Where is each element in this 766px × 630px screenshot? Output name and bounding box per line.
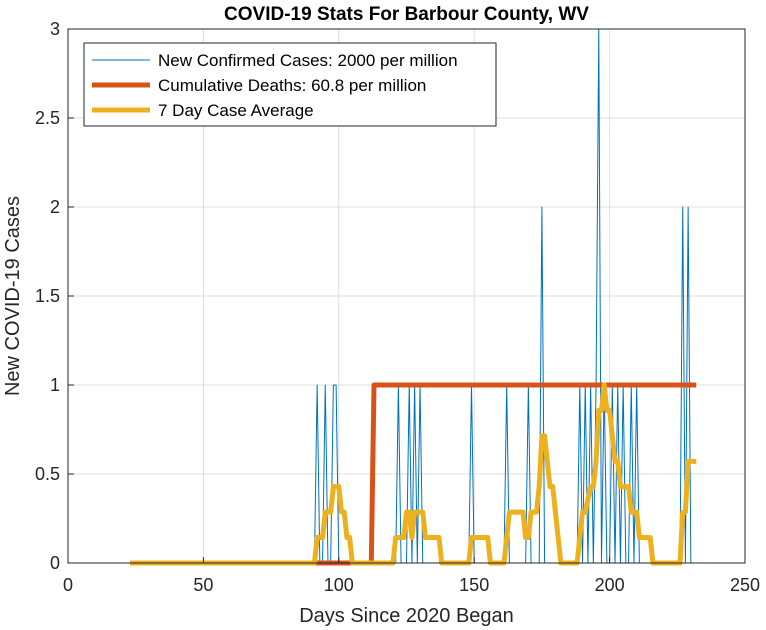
x-tick-label: 100 [324, 575, 354, 595]
y-axis-label: New COVID-19 Cases [2, 196, 24, 396]
x-axis-label: Days Since 2020 Began [299, 605, 514, 627]
x-tick-label: 0 [63, 575, 73, 595]
x-tick-label: 200 [595, 575, 625, 595]
legend-label: 7 Day Case Average [158, 101, 314, 120]
y-tick-label: 1.5 [35, 286, 60, 306]
legend-box [83, 42, 497, 127]
legend: New Confirmed Cases: 2000 per million Cum… [83, 42, 497, 127]
axis-ticks: 0 50 100 150 200 250 0 0.5 1 1.5 2 2.5 3 [35, 19, 760, 595]
series-line-2 [130, 382, 697, 566]
y-tick-label: 1 [50, 375, 60, 395]
y-tick-label: 3 [50, 19, 60, 39]
chart-title: COVID-19 Stats For Barbour County, WV [224, 4, 589, 25]
y-tick-label: 0.5 [35, 464, 60, 484]
x-tick-label: 150 [459, 575, 489, 595]
y-tick-label: 0 [50, 553, 60, 573]
y-tick-label: 2.5 [35, 108, 60, 128]
x-tick-label: 50 [193, 575, 213, 595]
legend-label: Cumulative Deaths: 60.8 per million [158, 76, 426, 95]
y-tick-label: 2 [50, 197, 60, 217]
legend-label: New Confirmed Cases: 2000 per million [158, 51, 458, 70]
x-tick-label: 250 [730, 575, 760, 595]
